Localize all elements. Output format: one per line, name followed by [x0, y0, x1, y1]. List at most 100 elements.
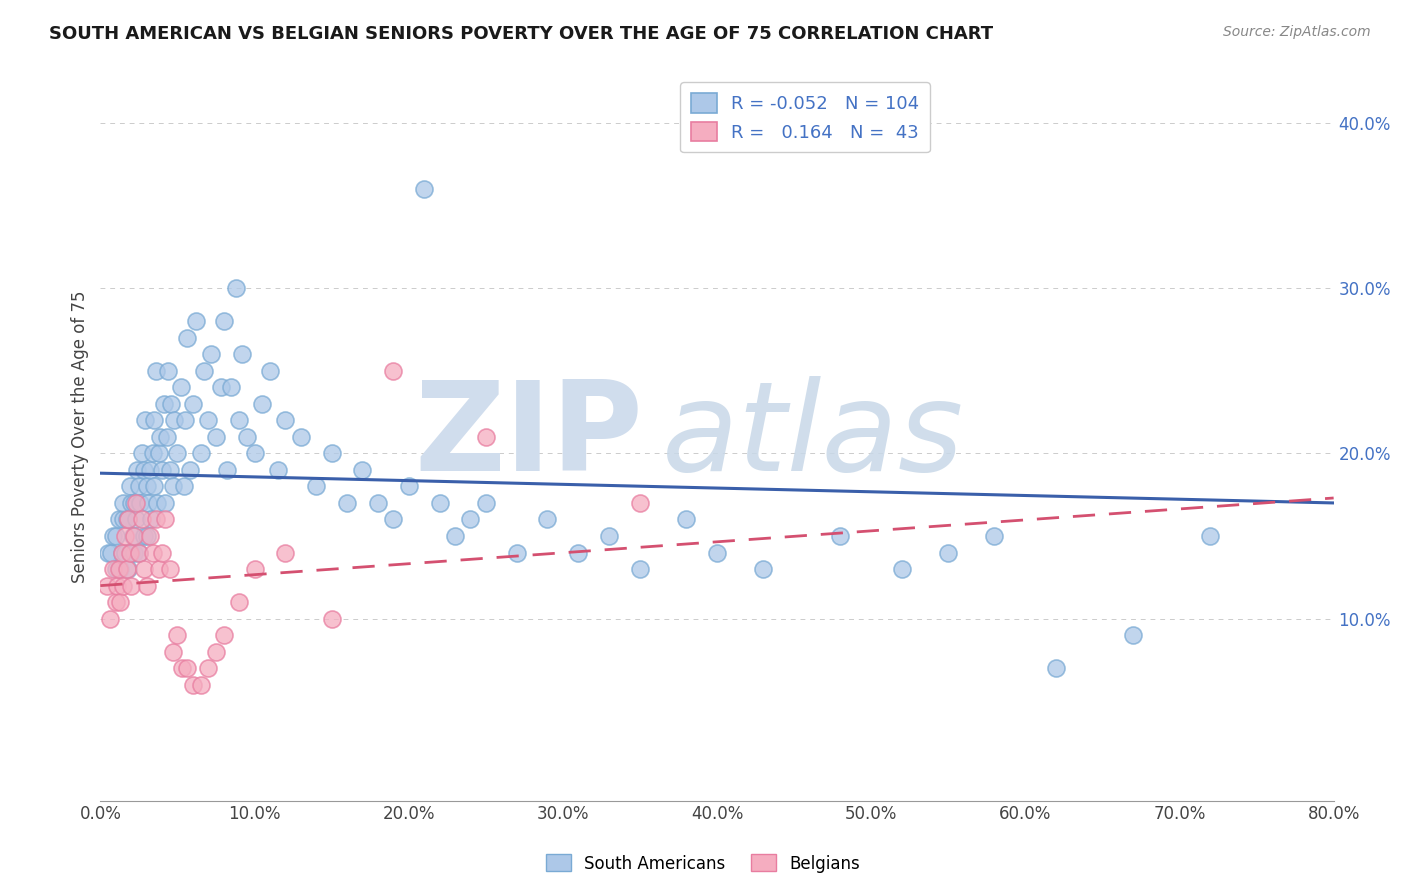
Point	[111, 545, 134, 559]
Point	[1122, 628, 1144, 642]
Point	[474, 496, 496, 510]
Point	[197, 413, 219, 427]
Point	[212, 628, 235, 642]
Point	[128, 545, 150, 559]
Point	[163, 413, 186, 427]
Point	[675, 512, 697, 526]
Point	[129, 496, 152, 510]
Point	[367, 496, 389, 510]
Text: Source: ZipAtlas.com: Source: ZipAtlas.com	[1223, 25, 1371, 39]
Point	[115, 562, 138, 576]
Point	[1045, 661, 1067, 675]
Point	[429, 496, 451, 510]
Point	[98, 612, 121, 626]
Point	[628, 562, 651, 576]
Point	[148, 446, 170, 460]
Point	[134, 413, 156, 427]
Point	[117, 562, 139, 576]
Point	[205, 430, 228, 444]
Point	[382, 512, 405, 526]
Point	[97, 545, 120, 559]
Point	[205, 645, 228, 659]
Point	[290, 430, 312, 444]
Point	[112, 579, 135, 593]
Point	[174, 413, 197, 427]
Point	[100, 545, 122, 559]
Point	[598, 529, 620, 543]
Point	[983, 529, 1005, 543]
Point	[176, 661, 198, 675]
Point	[321, 446, 343, 460]
Point	[398, 479, 420, 493]
Point	[176, 330, 198, 344]
Point	[125, 512, 148, 526]
Point	[184, 314, 207, 328]
Point	[274, 545, 297, 559]
Point	[122, 545, 145, 559]
Point	[156, 430, 179, 444]
Point	[96, 579, 118, 593]
Legend: South Americans, Belgians: South Americans, Belgians	[540, 847, 866, 880]
Point	[162, 479, 184, 493]
Point	[193, 364, 215, 378]
Point	[132, 529, 155, 543]
Point	[121, 529, 143, 543]
Point	[145, 364, 167, 378]
Point	[118, 545, 141, 559]
Point	[259, 364, 281, 378]
Point	[101, 529, 124, 543]
Point	[228, 595, 250, 609]
Point	[114, 529, 136, 543]
Point	[122, 496, 145, 510]
Point	[321, 612, 343, 626]
Point	[181, 678, 204, 692]
Point	[138, 463, 160, 477]
Point	[143, 413, 166, 427]
Point	[830, 529, 852, 543]
Point	[114, 545, 136, 559]
Point	[173, 479, 195, 493]
Point	[146, 496, 169, 510]
Point	[231, 347, 253, 361]
Point	[752, 562, 775, 576]
Point	[110, 562, 132, 576]
Point	[132, 562, 155, 576]
Point	[274, 413, 297, 427]
Point	[150, 463, 173, 477]
Point	[382, 364, 405, 378]
Point	[135, 579, 157, 593]
Point	[225, 281, 247, 295]
Point	[148, 562, 170, 576]
Text: atlas: atlas	[661, 376, 963, 498]
Point	[111, 545, 134, 559]
Point	[145, 512, 167, 526]
Point	[135, 479, 157, 493]
Point	[336, 496, 359, 510]
Point	[413, 182, 436, 196]
Point	[105, 579, 128, 593]
Point	[131, 446, 153, 460]
Point	[159, 562, 181, 576]
Point	[135, 529, 157, 543]
Point	[352, 463, 374, 477]
Point	[160, 397, 183, 411]
Point	[101, 562, 124, 576]
Point	[125, 496, 148, 510]
Point	[706, 545, 728, 559]
Point	[132, 463, 155, 477]
Point	[169, 380, 191, 394]
Point	[166, 628, 188, 642]
Point	[108, 512, 131, 526]
Point	[444, 529, 467, 543]
Point	[228, 413, 250, 427]
Point	[181, 397, 204, 411]
Point	[197, 661, 219, 675]
Point	[128, 479, 150, 493]
Point	[136, 496, 159, 510]
Point	[149, 430, 172, 444]
Point	[236, 430, 259, 444]
Text: SOUTH AMERICAN VS BELGIAN SENIORS POVERTY OVER THE AGE OF 75 CORRELATION CHART: SOUTH AMERICAN VS BELGIAN SENIORS POVERT…	[49, 25, 993, 43]
Point	[891, 562, 914, 576]
Point	[243, 446, 266, 460]
Point	[153, 512, 176, 526]
